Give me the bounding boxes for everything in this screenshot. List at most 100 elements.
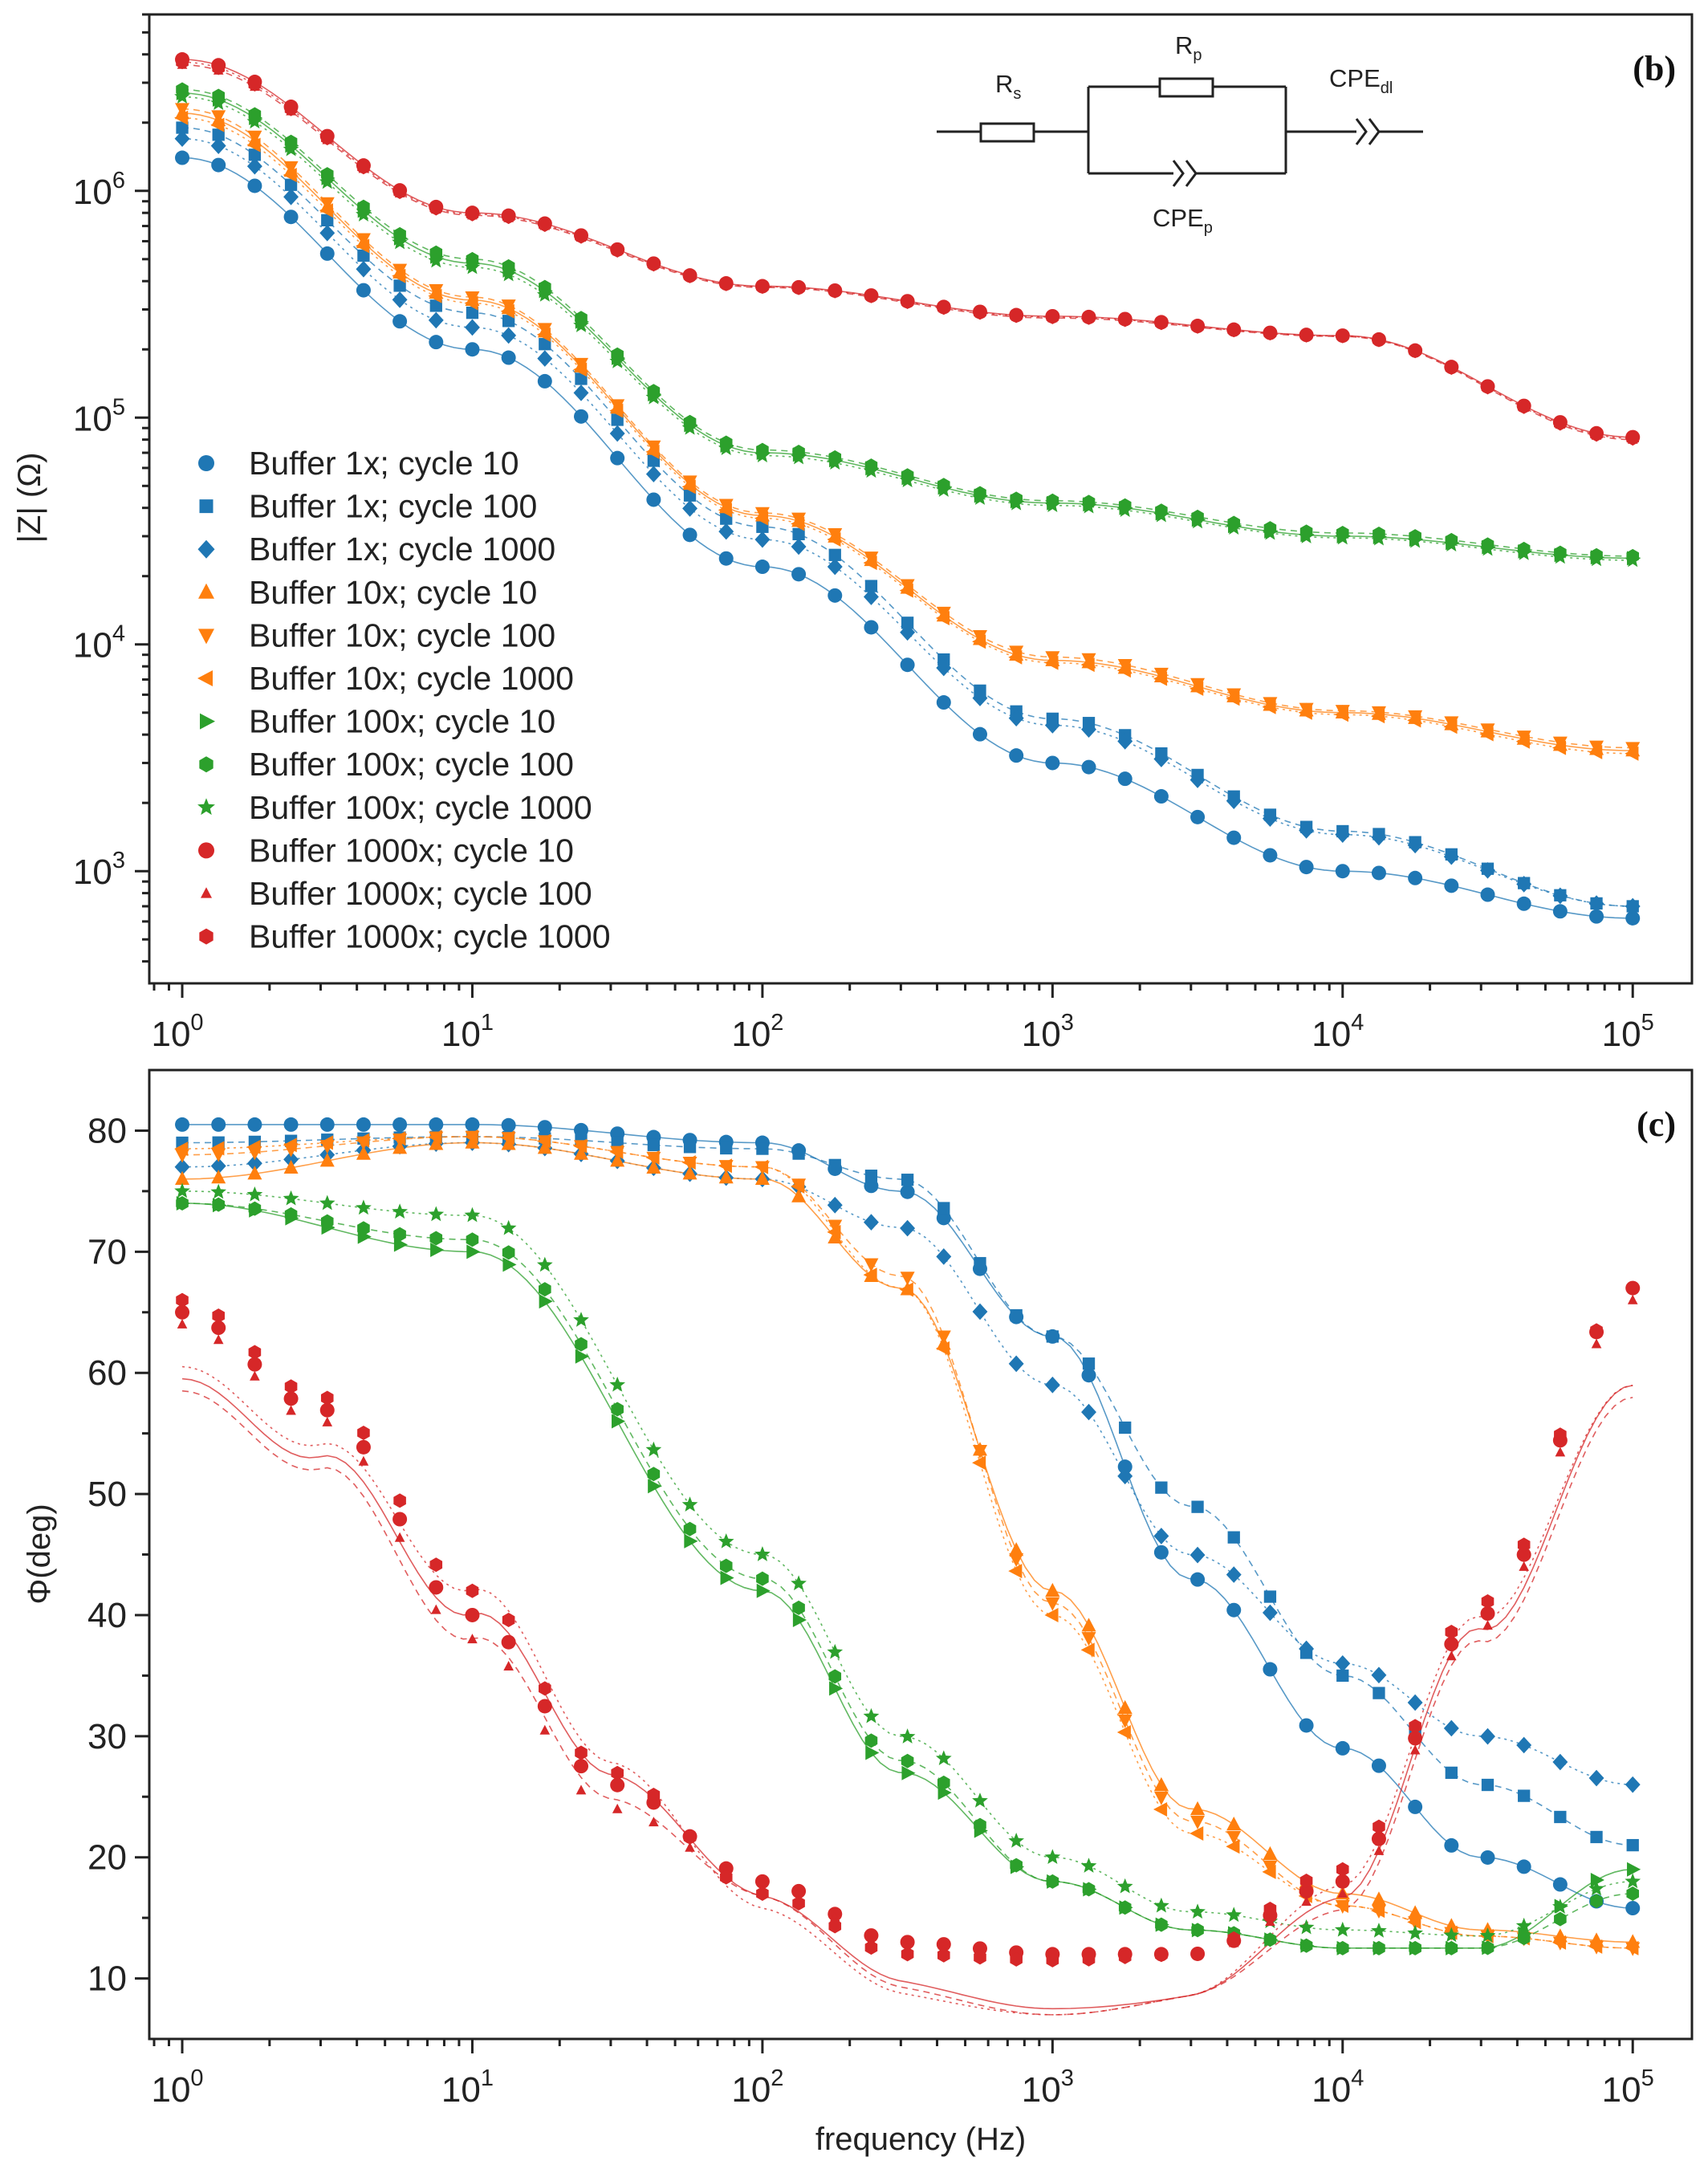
data-point — [937, 1785, 952, 1801]
data-point — [1625, 897, 1641, 915]
data-point — [1227, 323, 1241, 338]
data-point — [1153, 1776, 1169, 1791]
legend-marker — [198, 455, 214, 471]
data-point — [1046, 309, 1059, 324]
data-point — [211, 1117, 226, 1132]
data-point — [1301, 1896, 1312, 1907]
y-axis-title: Φ(deg) — [22, 1504, 57, 1604]
data-point — [503, 1660, 514, 1670]
x-tick-label: 102 — [731, 1010, 783, 1054]
fit-curve — [181, 1203, 1633, 1949]
data-point — [1008, 1355, 1024, 1373]
data-point — [1335, 1874, 1350, 1889]
data-point — [756, 1583, 771, 1598]
data-point — [1046, 1330, 1059, 1343]
data-point — [392, 268, 406, 283]
data-point — [611, 413, 624, 426]
fit-curve — [181, 61, 1633, 439]
data-point — [500, 303, 514, 319]
y-tick-label: 10 — [87, 1959, 127, 1999]
data-point — [247, 1166, 262, 1180]
data-point — [1262, 1864, 1276, 1879]
data-point — [1044, 655, 1059, 670]
data-point — [283, 1137, 297, 1153]
data-point — [864, 1733, 878, 1748]
data-point — [320, 131, 334, 146]
data-point — [900, 657, 915, 673]
data-point — [1155, 1947, 1168, 1963]
panel-tag-b: (b) — [1633, 49, 1676, 88]
legend-entry: Buffer 1x; cycle 100 — [199, 488, 537, 525]
data-point — [1081, 1632, 1096, 1646]
data-point — [1119, 1421, 1132, 1434]
data-point — [937, 1202, 950, 1215]
data-point — [1625, 910, 1641, 926]
data-point — [937, 653, 950, 666]
plot-frame — [148, 13, 1694, 985]
data-point — [465, 319, 480, 336]
data-point — [864, 551, 879, 566]
data-point — [1009, 1542, 1024, 1557]
data-point — [1552, 1898, 1568, 1914]
data-point — [500, 1219, 517, 1235]
data-point — [1480, 1727, 1495, 1745]
data-point — [575, 372, 588, 385]
data-point — [1591, 1338, 1602, 1349]
data-point — [1299, 1873, 1313, 1888]
data-point — [212, 1308, 225, 1323]
data-point — [536, 1133, 551, 1149]
data-point — [1409, 1744, 1421, 1755]
data-point — [537, 350, 553, 367]
data-point — [791, 1188, 807, 1203]
data-point — [1446, 1650, 1457, 1661]
data-point — [936, 1937, 951, 1952]
data-point — [1554, 1810, 1567, 1824]
data-point — [754, 511, 769, 526]
data-point — [937, 1775, 950, 1790]
data-point — [211, 1170, 226, 1184]
data-point — [1590, 1830, 1603, 1844]
data-point — [502, 315, 515, 328]
data-point — [683, 1141, 697, 1154]
data-point — [539, 217, 551, 232]
data-point — [1516, 1547, 1531, 1562]
data-point — [1407, 1694, 1423, 1711]
data-point — [1516, 1859, 1531, 1874]
data-point — [1480, 1850, 1495, 1865]
data-point — [756, 1886, 769, 1901]
data-point — [899, 1728, 916, 1744]
data-point — [792, 1612, 807, 1627]
data-point — [356, 238, 370, 254]
data-point — [175, 103, 190, 117]
data-point — [1117, 771, 1133, 787]
data-point — [901, 1174, 914, 1186]
data-point — [1190, 1825, 1204, 1841]
data-point — [648, 1479, 662, 1494]
y-tick-label: 60 — [87, 1353, 127, 1393]
data-point — [1298, 528, 1315, 543]
data-point — [1407, 1924, 1423, 1940]
data-point — [1226, 1566, 1242, 1583]
data-point — [901, 1753, 914, 1768]
legend-label: Buffer 1x; cycle 10 — [249, 445, 519, 482]
data-point — [392, 314, 408, 329]
data-point — [900, 1219, 916, 1237]
data-point — [466, 1583, 479, 1598]
data-point — [1371, 709, 1385, 724]
data-point — [1554, 1427, 1567, 1443]
data-point — [720, 1141, 733, 1155]
data-point — [827, 1196, 843, 1214]
data-point — [1443, 1719, 1459, 1737]
data-point — [609, 1144, 624, 1159]
data-point — [754, 560, 770, 575]
data-point — [718, 499, 734, 513]
data-point — [1334, 707, 1348, 722]
data-point — [1335, 1740, 1350, 1756]
data-point — [1153, 507, 1169, 523]
data-point — [537, 1699, 552, 1714]
data-point — [718, 1158, 732, 1174]
x-tick-label: 102 — [731, 2065, 783, 2110]
data-point — [1625, 1873, 1641, 1889]
x-axis-ticks: 100 101 102 103 104 105 — [151, 2039, 1654, 2110]
